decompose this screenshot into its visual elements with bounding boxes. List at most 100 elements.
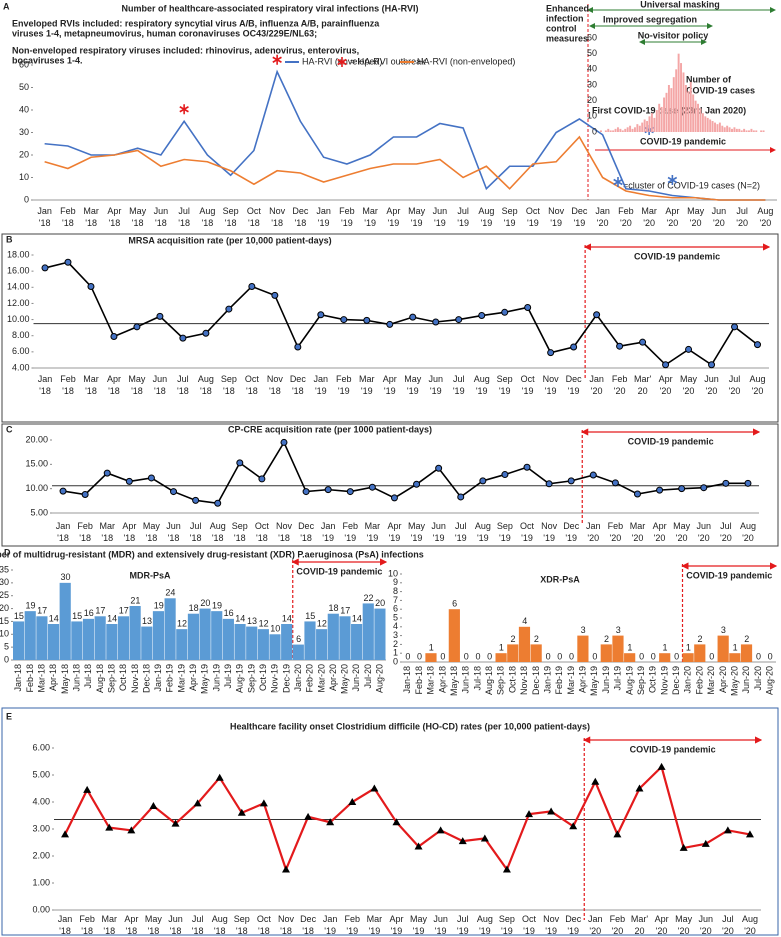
y-tick-label: 20.00 [25, 434, 48, 444]
x-tick-label: Aug '20 [757, 206, 773, 228]
bar [117, 616, 130, 660]
point [324, 486, 332, 494]
value-label: 14 [235, 613, 245, 623]
value-label: 17 [340, 606, 350, 616]
bar [187, 613, 199, 660]
x-tick-label: May '20 [680, 374, 698, 396]
bar [518, 626, 531, 662]
x-tick-label: Apr '19 [387, 521, 401, 543]
x-tick-label: Aug-20 [765, 666, 775, 695]
bar [304, 621, 316, 660]
inset-bar [697, 103, 699, 132]
value-label: 16 [224, 608, 234, 618]
pandemic-label: COVID-19 pandemic [686, 570, 772, 580]
x-tick-label: Apr-18 [48, 664, 58, 691]
x-tick-label: Jun-18 [71, 664, 81, 692]
point [302, 488, 310, 496]
inset-bar [626, 127, 629, 132]
inset-bar [609, 130, 612, 132]
inset-tick-label: 50 [587, 48, 597, 58]
y-tick-label: 15 [0, 616, 9, 626]
point [192, 496, 200, 504]
value-label: 13 [142, 616, 152, 626]
x-tick-label: Nov '19 [541, 521, 558, 543]
x-tick-label: Jun '18 [166, 521, 181, 543]
point [567, 477, 575, 485]
y-tick-label: 10.00 [7, 314, 30, 324]
x-tick-label: Mar'20 [631, 914, 648, 936]
value-label: 14 [49, 613, 59, 623]
inset-bar [740, 130, 743, 132]
inset-bar [738, 128, 741, 132]
point [214, 499, 222, 507]
x-tick-label: Mar'20 [641, 206, 657, 228]
x-tick-label: Sep '19 [497, 374, 513, 396]
point [458, 837, 467, 845]
value-label: 3 [721, 625, 726, 635]
point [64, 258, 72, 266]
value-label: 0 [557, 651, 562, 661]
point [105, 823, 114, 831]
value-label: 0 [709, 651, 714, 661]
x-tick-label: Dec-19 [281, 664, 291, 693]
inset-bar [750, 128, 753, 132]
y-tick-label: 3.00 [32, 823, 50, 833]
point [635, 784, 644, 792]
point [678, 485, 686, 493]
bar [257, 629, 269, 660]
inset-bar [711, 121, 714, 132]
value-label: 24 [165, 588, 175, 598]
x-tick-label: Oct '18 [257, 914, 272, 936]
x-tick-label: Feb-19 [554, 666, 564, 695]
bar [374, 608, 386, 660]
inset-bar [655, 110, 658, 132]
y-tick-label: 4 [393, 621, 398, 631]
x-tick-label: Feb '18 [60, 206, 76, 228]
value-label: 0 [569, 651, 574, 661]
x-tick-label: Jun '19 [431, 521, 446, 543]
value-label: 20 [200, 598, 210, 608]
note: viruses 1-4, metapneumovirus, human coro… [12, 28, 317, 38]
x-tick-label: Nov-18 [519, 666, 529, 695]
x-tick-label: Mar '19 [367, 914, 383, 936]
x-tick-label: May '18 [145, 914, 163, 936]
panel-frame [1, 423, 779, 547]
point [457, 493, 465, 501]
point [133, 323, 141, 331]
point [103, 469, 111, 477]
note: Enveloped RVIs included: respiratory syn… [12, 18, 380, 28]
point [701, 839, 710, 847]
x-tick-label: Apr '18 [124, 914, 138, 936]
x-tick-label: Jan '18 [58, 914, 73, 936]
x-tick-label: Oct-18 [507, 666, 517, 693]
x-tick-label: Jul '20 [729, 374, 741, 396]
point [633, 490, 641, 498]
inset-bar [675, 69, 678, 132]
point [248, 282, 256, 290]
point [723, 826, 732, 834]
y-tick-label: 6 [393, 604, 398, 614]
value-label: 1 [686, 643, 691, 653]
x-tick-label: Feb-18 [25, 664, 35, 693]
inset-bar [745, 130, 748, 132]
point [81, 491, 89, 499]
pandemic-label: COVID-19 pandemic [634, 251, 720, 261]
y-tick-label: 9 [393, 577, 398, 587]
bar [129, 606, 141, 660]
value-label: 18 [189, 603, 199, 613]
inset-bar [667, 85, 670, 132]
inset-bar [684, 85, 687, 132]
x-tick-label: May '18 [128, 374, 146, 396]
value-label: 15 [305, 611, 315, 621]
value-label: 0 [405, 651, 410, 661]
x-tick-label: Nov '19 [543, 374, 560, 396]
x-tick-label: Sep '18 [221, 374, 237, 396]
x-tick-label: Oct-19 [648, 666, 658, 693]
x-tick-label: May-19 [200, 664, 210, 694]
chart-title: Number of healthcare-associated respirat… [122, 3, 419, 13]
bar [327, 613, 339, 660]
x-tick-label: Nov-18 [130, 664, 140, 693]
y-tick-label: 10 [0, 629, 9, 639]
point [435, 464, 443, 472]
inset-bar [672, 77, 675, 132]
